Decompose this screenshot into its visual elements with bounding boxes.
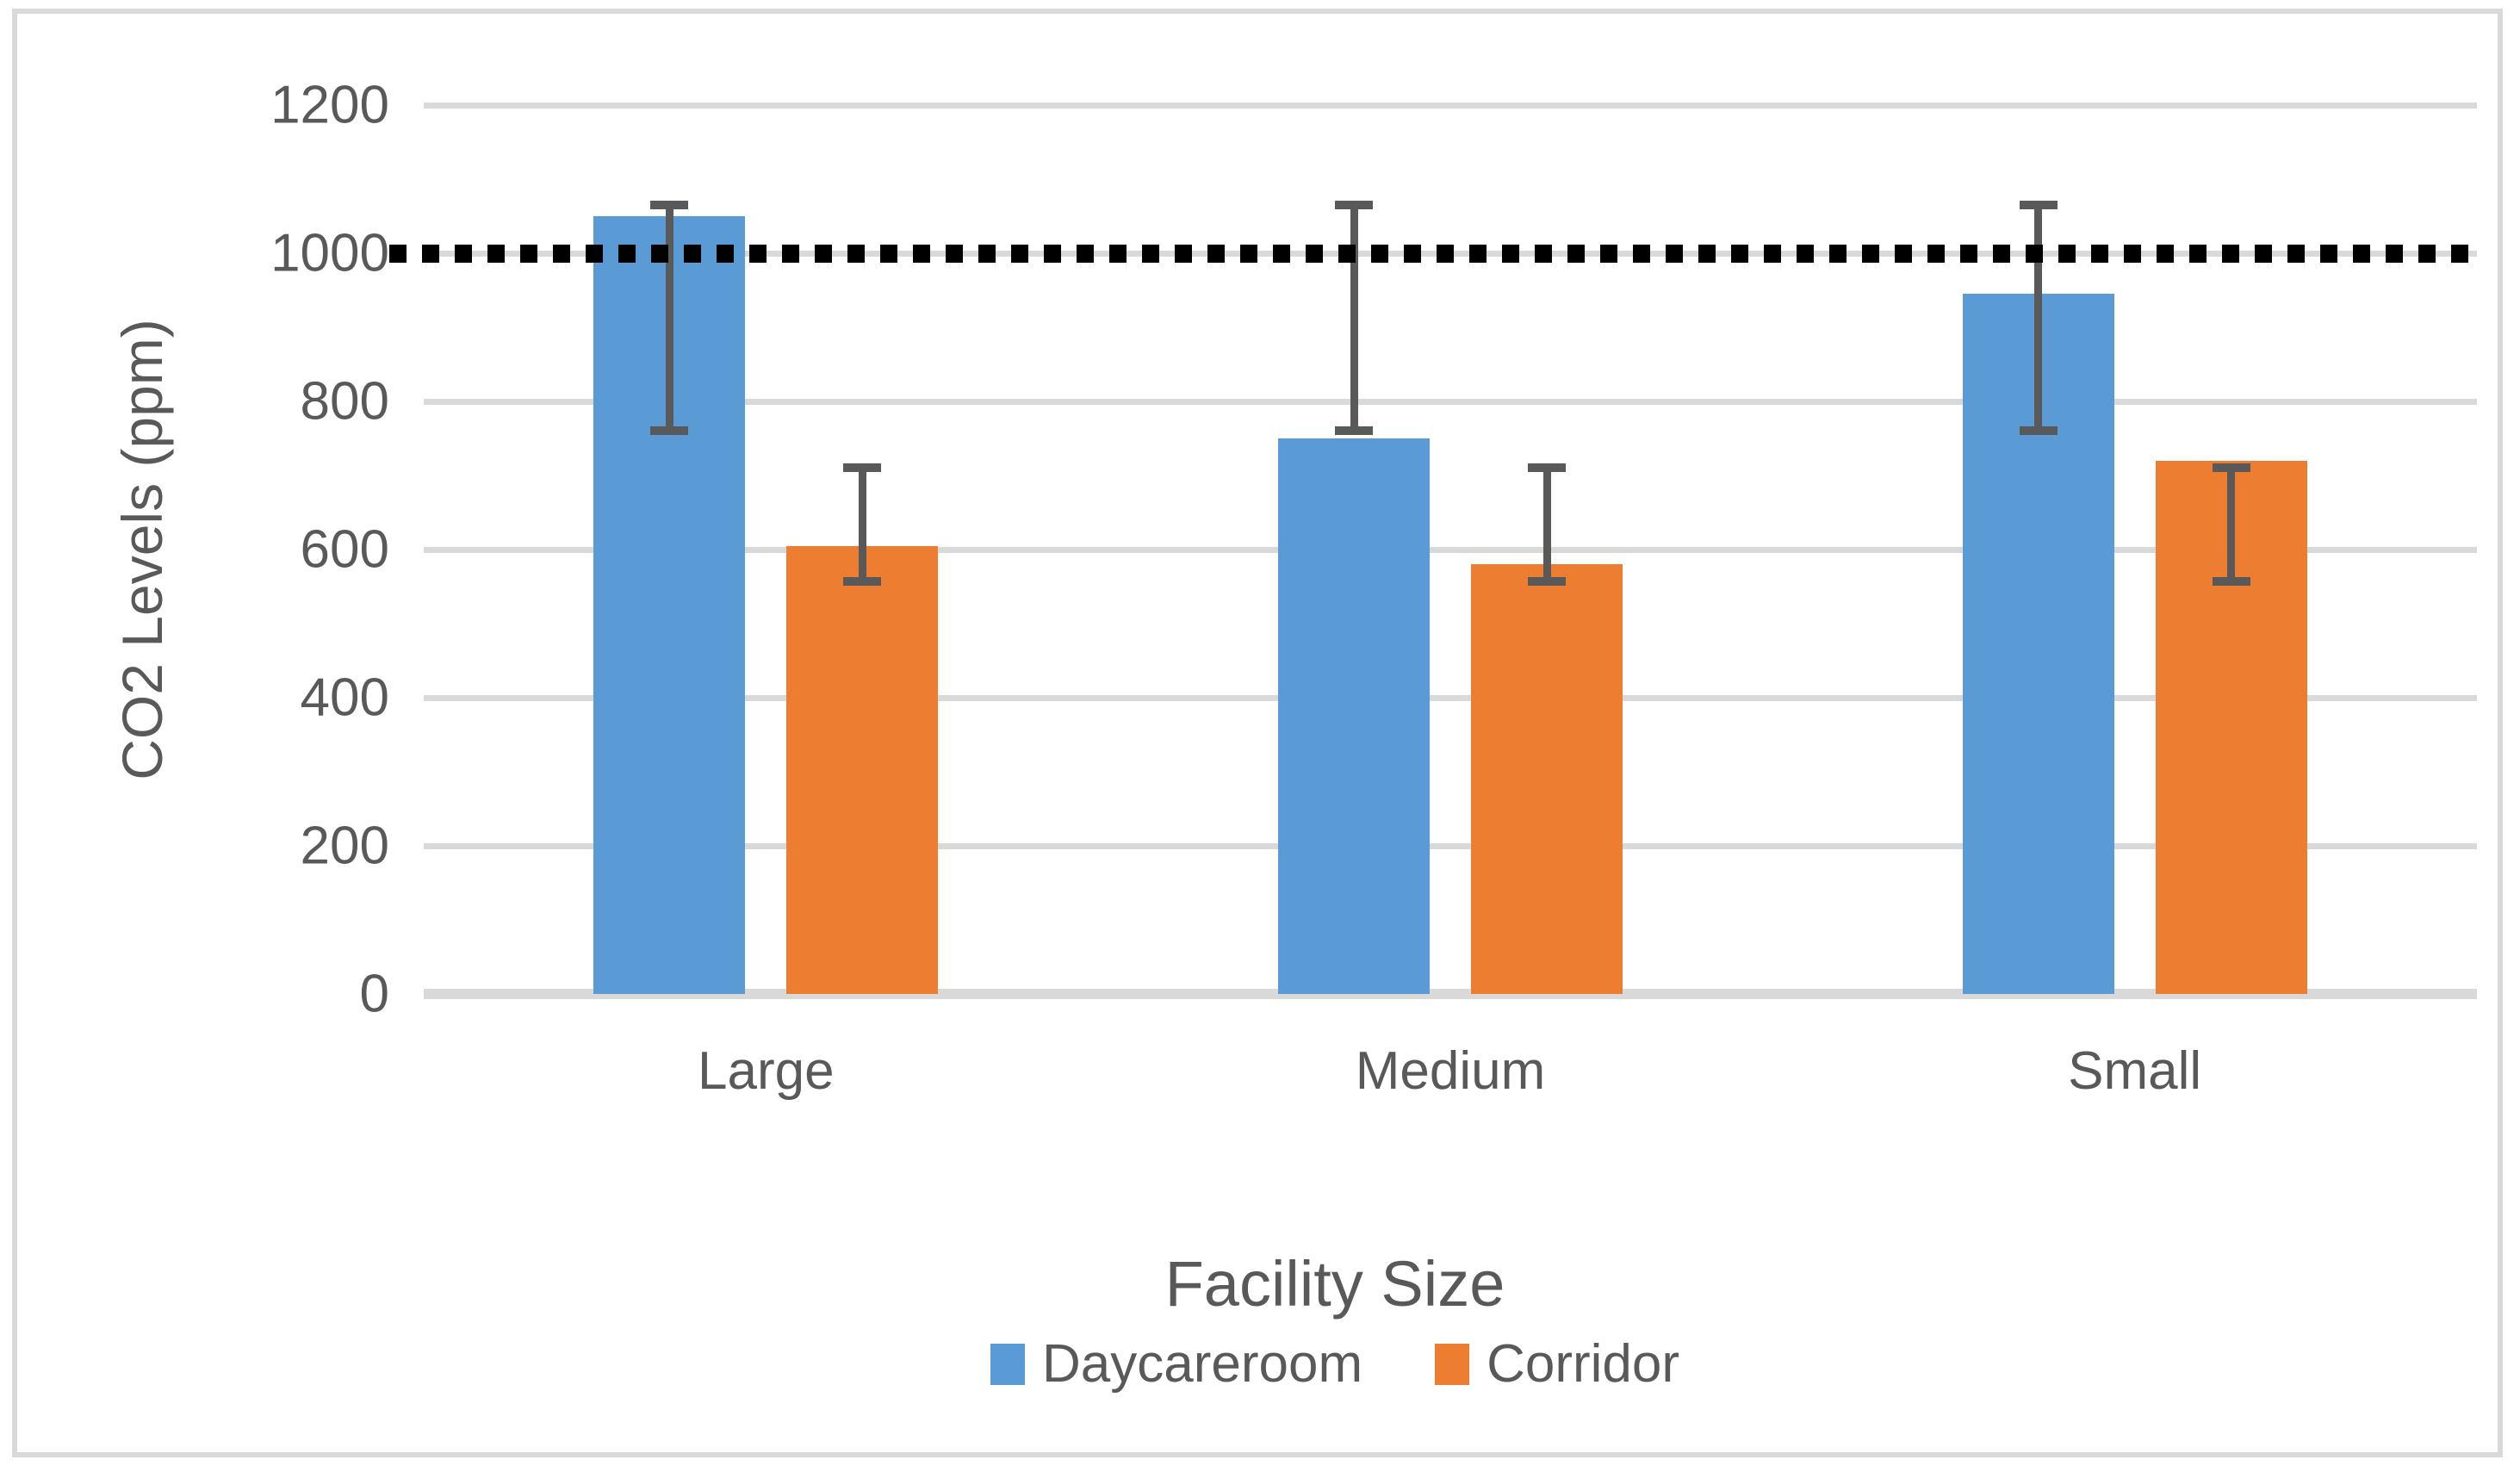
legend-swatch-corridor bbox=[1435, 1343, 1470, 1385]
error-cap-top-daycareroom-medium bbox=[1335, 201, 1373, 210]
y-tick-label-1000: 1000 bbox=[270, 223, 389, 283]
error-cap-top-corridor-small bbox=[2212, 463, 2250, 473]
bar-daycareroom-medium bbox=[1278, 438, 1430, 994]
error-bar-daycareroom-medium bbox=[1350, 205, 1358, 432]
chart-frame: CO2 Levels (ppm) 0 200 400 600 800 1000 1200 L… bbox=[12, 9, 2503, 1457]
y-axis-tick-labels: 0 200 400 600 800 1000 1200 bbox=[17, 76, 396, 1024]
x-category-label-medium: Medium bbox=[1355, 1041, 1546, 1101]
y-tick-label-1200: 1200 bbox=[270, 75, 389, 135]
gridline-200 bbox=[424, 842, 2477, 849]
legend-item-corridor: Corridor bbox=[1435, 1333, 1679, 1394]
error-cap-bottom-daycareroom-small bbox=[2019, 426, 2058, 436]
legend-item-daycareroom: Daycareroom bbox=[990, 1333, 1362, 1394]
error-cap-bottom-corridor-small bbox=[2212, 576, 2250, 586]
y-tick-label-400: 400 bbox=[300, 668, 389, 728]
gridline-400 bbox=[424, 694, 2477, 701]
bar-corridor-large bbox=[786, 545, 939, 994]
x-category-label-small: Small bbox=[2068, 1041, 2202, 1101]
y-tick-label-0: 0 bbox=[359, 964, 389, 1024]
y-tick-label-200: 200 bbox=[300, 816, 389, 876]
x-category-label-large: Large bbox=[698, 1041, 835, 1101]
y-tick-label-600: 600 bbox=[300, 519, 389, 580]
gridline-800 bbox=[424, 398, 2477, 405]
error-bar-daycareroom-large bbox=[665, 205, 673, 432]
error-bar-corridor-large bbox=[858, 468, 866, 581]
gridline-600 bbox=[424, 546, 2477, 553]
bar-corridor-medium bbox=[1471, 564, 1623, 994]
error-cap-bottom-corridor-large bbox=[843, 576, 882, 586]
error-bar-corridor-small bbox=[2227, 468, 2236, 581]
legend-swatch-daycareroom bbox=[990, 1343, 1025, 1385]
legend-label-corridor: Corridor bbox=[1487, 1334, 1680, 1394]
x-axis-title: Facility Size bbox=[1164, 1248, 1505, 1320]
error-cap-bottom-daycareroom-medium bbox=[1335, 426, 1373, 436]
error-cap-top-corridor-medium bbox=[1528, 463, 1566, 473]
plot-area bbox=[389, 102, 2477, 999]
error-cap-top-daycareroom-large bbox=[650, 201, 689, 210]
error-cap-top-corridor-large bbox=[843, 463, 882, 473]
error-cap-bottom-corridor-medium bbox=[1528, 576, 1566, 586]
gridline-1200 bbox=[424, 102, 2477, 109]
reference-line-1000ppm bbox=[389, 244, 2477, 263]
error-cap-bottom-daycareroom-large bbox=[650, 426, 689, 436]
legend-label-daycareroom: Daycareroom bbox=[1041, 1334, 1363, 1394]
legend: Daycareroom Corridor bbox=[17, 1333, 2520, 1394]
error-cap-top-daycareroom-small bbox=[2019, 201, 2058, 210]
y-tick-label-800: 800 bbox=[300, 371, 389, 432]
x-axis-category-labels: Large Medium Small bbox=[424, 1040, 2477, 1109]
error-bar-corridor-medium bbox=[1542, 468, 1551, 581]
error-bar-daycareroom-small bbox=[2034, 205, 2043, 432]
